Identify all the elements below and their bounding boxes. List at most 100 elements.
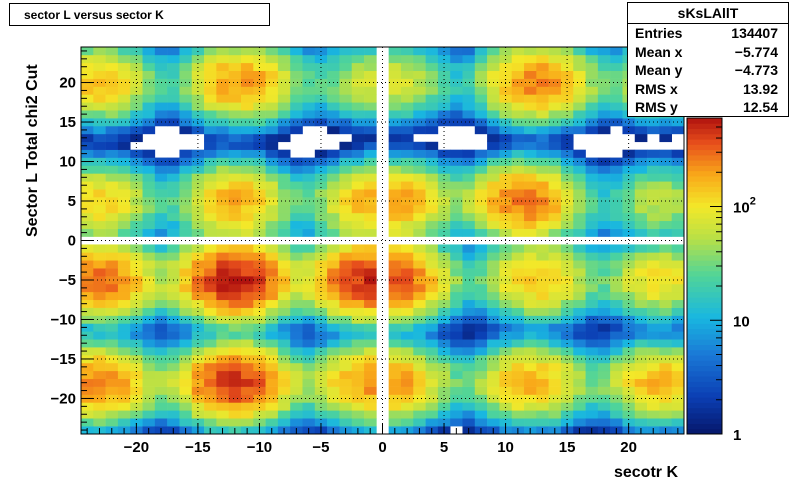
heatmap-cell xyxy=(216,110,229,119)
heatmap-cell xyxy=(130,394,143,403)
heatmap-cell xyxy=(597,204,611,214)
heatmap-cell xyxy=(339,141,353,150)
heatmap-cell xyxy=(339,362,353,372)
heatmap-cell xyxy=(364,307,377,316)
heatmap-cell xyxy=(167,260,180,269)
heatmap-cell xyxy=(634,418,648,427)
heatmap-cell xyxy=(585,299,599,308)
heatmap-cell xyxy=(105,307,119,316)
color-scale-band xyxy=(687,412,722,419)
heatmap-cell xyxy=(204,157,217,166)
heatmap-cell xyxy=(117,78,131,87)
heatmap-cell xyxy=(548,125,562,135)
heatmap-cell xyxy=(216,260,229,269)
heatmap-cell xyxy=(597,323,611,332)
heatmap-cell xyxy=(240,402,254,411)
heatmap-cell xyxy=(240,260,254,269)
heatmap-cell xyxy=(573,54,586,64)
heatmap-cell xyxy=(204,268,217,277)
y-axis-label: Sector L Total chi2 Cut xyxy=(24,64,41,237)
heatmap-cell xyxy=(93,323,106,332)
heatmap-cell xyxy=(327,362,340,372)
heatmap-cell xyxy=(450,260,463,269)
heatmap-cell xyxy=(511,339,525,348)
heatmap-cell xyxy=(425,347,439,356)
color-scale-band xyxy=(687,391,722,398)
heatmap-cell xyxy=(499,86,513,95)
heatmap-cell xyxy=(622,181,636,190)
color-scale-band xyxy=(687,270,722,277)
heatmap-cell xyxy=(634,212,648,222)
heatmap-cell xyxy=(167,347,180,356)
heatmap-cell xyxy=(130,70,143,79)
heatmap-cell xyxy=(364,402,377,411)
heatmap-cell xyxy=(524,394,537,403)
heatmap-cell xyxy=(265,102,279,111)
heatmap-cell xyxy=(597,94,611,103)
heatmap-cell xyxy=(610,315,623,324)
heatmap-cell xyxy=(339,331,353,340)
heatmap-cell xyxy=(437,228,451,237)
heatmap-cell xyxy=(388,386,402,395)
heatmap-cell xyxy=(524,86,537,95)
heatmap-cell xyxy=(364,228,377,237)
heatmap-cell xyxy=(511,149,525,158)
heatmap-cell xyxy=(474,181,488,190)
heatmap-cell xyxy=(499,410,513,419)
heatmap-cell xyxy=(450,283,463,293)
heatmap-cell xyxy=(647,378,660,387)
heatmap-cell xyxy=(388,323,402,332)
heatmap-cell xyxy=(487,220,500,229)
heatmap-cell xyxy=(179,283,193,293)
heatmap-cell xyxy=(302,244,316,253)
heatmap-cell xyxy=(634,181,648,190)
heatmap-cell xyxy=(265,118,279,127)
heatmap-cell xyxy=(560,94,574,103)
heatmap-cell xyxy=(462,157,476,166)
heatmap-cell xyxy=(302,347,316,356)
x-tick-label: −5 xyxy=(312,439,329,456)
heatmap-cell xyxy=(142,299,156,308)
heatmap-cell xyxy=(228,252,242,261)
heatmap-cell xyxy=(450,165,463,174)
color-scale-band xyxy=(687,276,722,282)
heatmap-cell xyxy=(290,276,303,285)
heatmap-cell xyxy=(130,54,143,64)
heatmap-cell xyxy=(93,299,106,308)
heatmap-cell xyxy=(536,78,549,87)
heatmap-cell xyxy=(536,70,549,79)
heatmap-cell xyxy=(560,141,574,150)
heatmap-cell xyxy=(597,197,611,206)
heatmap-cell xyxy=(277,86,291,95)
heatmap-cell xyxy=(474,54,488,64)
heatmap-cell xyxy=(81,165,94,174)
heatmap-cell xyxy=(351,386,365,395)
heatmap-cell xyxy=(437,86,451,95)
heatmap-cell xyxy=(327,299,340,308)
heatmap-cell xyxy=(524,149,537,158)
heatmap-cell xyxy=(277,220,291,229)
heatmap-cell xyxy=(647,370,660,380)
heatmap-cell xyxy=(105,362,119,372)
heatmap-cell xyxy=(560,276,574,285)
heatmap-cell xyxy=(622,165,636,174)
heatmap-cell xyxy=(400,141,414,150)
heatmap-cell xyxy=(573,173,586,182)
heatmap-cell xyxy=(573,149,586,158)
heatmap-cell xyxy=(536,118,549,127)
heatmap-cell xyxy=(314,220,328,229)
heatmap-cell xyxy=(105,54,119,64)
heatmap-cell xyxy=(154,173,168,182)
heatmap-cell xyxy=(179,47,193,56)
heatmap-cell xyxy=(548,299,562,308)
heatmap-cell xyxy=(277,347,291,356)
heatmap-cell xyxy=(364,347,377,356)
heatmap-cell xyxy=(462,110,476,119)
heatmap-cell xyxy=(351,410,365,419)
color-scale-band xyxy=(687,307,722,314)
x-tick-label: 20 xyxy=(620,439,637,456)
heatmap-cell xyxy=(167,173,180,182)
heatmap-cell xyxy=(659,212,672,222)
heatmap-cell xyxy=(142,370,156,380)
heatmap-cell xyxy=(511,204,525,214)
